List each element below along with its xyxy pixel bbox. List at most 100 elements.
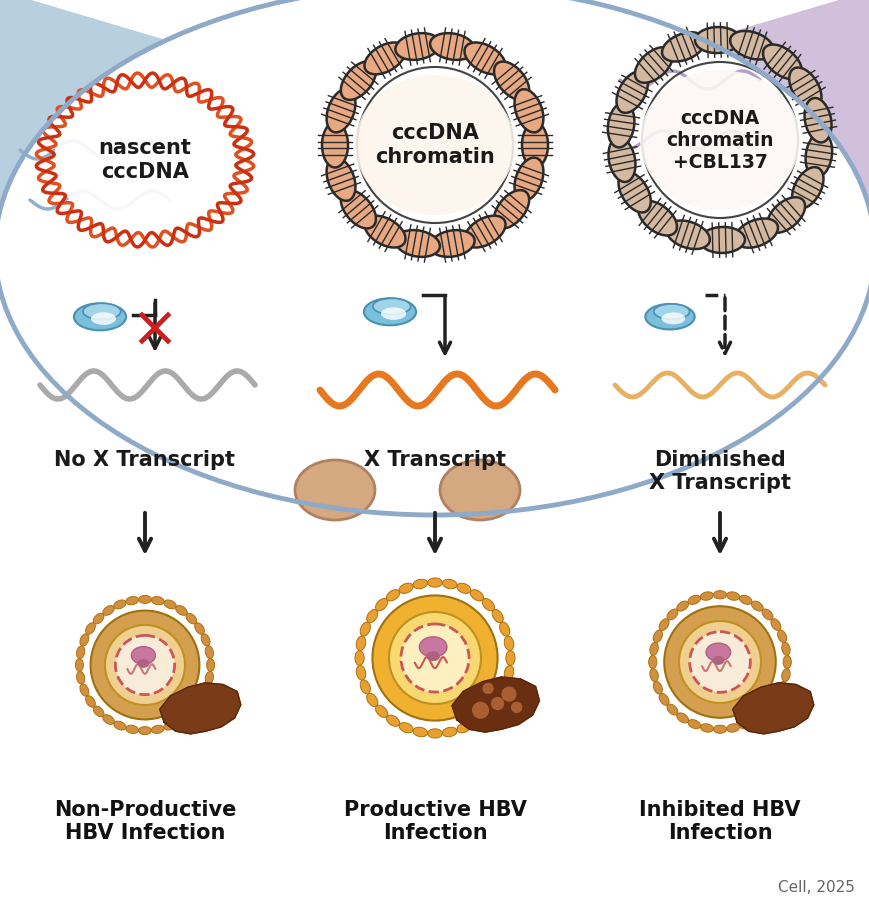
Ellipse shape: [645, 304, 693, 330]
Ellipse shape: [85, 696, 96, 707]
Text: nascent
cccDNA: nascent cccDNA: [98, 138, 191, 181]
Ellipse shape: [470, 715, 483, 726]
Ellipse shape: [770, 619, 780, 630]
Ellipse shape: [464, 216, 505, 248]
Ellipse shape: [761, 704, 773, 715]
Ellipse shape: [386, 715, 399, 726]
Ellipse shape: [440, 460, 520, 520]
Ellipse shape: [138, 596, 151, 603]
Ellipse shape: [93, 706, 103, 717]
Ellipse shape: [713, 590, 726, 599]
Ellipse shape: [649, 669, 658, 681]
Ellipse shape: [363, 298, 415, 325]
Ellipse shape: [176, 606, 187, 615]
Ellipse shape: [666, 220, 709, 249]
Ellipse shape: [373, 298, 410, 314]
Ellipse shape: [413, 727, 427, 737]
Ellipse shape: [364, 43, 405, 75]
Ellipse shape: [83, 303, 121, 320]
Ellipse shape: [712, 656, 723, 664]
Ellipse shape: [726, 723, 739, 732]
Ellipse shape: [137, 660, 149, 668]
Ellipse shape: [151, 725, 164, 733]
Ellipse shape: [442, 727, 456, 737]
Ellipse shape: [481, 705, 494, 718]
Ellipse shape: [195, 623, 204, 634]
Ellipse shape: [504, 665, 513, 680]
Ellipse shape: [428, 578, 441, 588]
Ellipse shape: [661, 32, 704, 62]
Circle shape: [90, 610, 199, 720]
Polygon shape: [452, 677, 539, 732]
Circle shape: [678, 621, 760, 703]
Ellipse shape: [694, 27, 740, 53]
Ellipse shape: [687, 595, 700, 604]
Ellipse shape: [91, 312, 116, 325]
Ellipse shape: [761, 609, 773, 619]
Circle shape: [116, 635, 175, 694]
Ellipse shape: [114, 600, 126, 609]
Bar: [289, 0, 580, 505]
Text: Productive HBV
Infection: Productive HBV Infection: [343, 800, 526, 844]
Circle shape: [105, 625, 185, 705]
Polygon shape: [732, 683, 813, 734]
Ellipse shape: [399, 583, 413, 593]
Ellipse shape: [481, 599, 494, 610]
Ellipse shape: [653, 681, 661, 694]
Ellipse shape: [770, 693, 780, 705]
Ellipse shape: [514, 158, 543, 200]
Ellipse shape: [766, 197, 804, 233]
Circle shape: [663, 606, 775, 718]
Ellipse shape: [85, 623, 96, 634]
Ellipse shape: [804, 98, 831, 142]
Ellipse shape: [659, 619, 668, 630]
Circle shape: [689, 631, 749, 692]
Text: No X Transcript: No X Transcript: [55, 450, 235, 470]
Ellipse shape: [399, 722, 413, 732]
Ellipse shape: [126, 725, 138, 733]
Ellipse shape: [360, 622, 370, 636]
Ellipse shape: [640, 70, 799, 210]
Circle shape: [490, 697, 504, 711]
Ellipse shape: [76, 646, 84, 659]
Ellipse shape: [201, 684, 209, 696]
Polygon shape: [160, 683, 241, 734]
Ellipse shape: [618, 172, 650, 212]
Bar: [0, 0, 289, 505]
Ellipse shape: [341, 62, 375, 100]
Ellipse shape: [700, 592, 713, 600]
Ellipse shape: [164, 600, 176, 609]
Text: cccDNA
chromatin: cccDNA chromatin: [375, 123, 494, 167]
Ellipse shape: [419, 637, 447, 657]
Ellipse shape: [700, 227, 744, 253]
Text: Inhibited HBV
Infection: Inhibited HBV Infection: [639, 800, 799, 844]
Ellipse shape: [131, 647, 156, 664]
Ellipse shape: [76, 671, 84, 684]
Circle shape: [401, 624, 468, 692]
Ellipse shape: [706, 643, 730, 661]
Text: Cell, 2025: Cell, 2025: [777, 880, 854, 895]
Ellipse shape: [607, 138, 634, 182]
Ellipse shape: [739, 595, 751, 604]
Ellipse shape: [667, 609, 677, 619]
Circle shape: [372, 596, 497, 721]
Text: Diminished
X Transcript: Diminished X Transcript: [648, 450, 790, 493]
Ellipse shape: [426, 651, 439, 660]
Ellipse shape: [782, 655, 791, 669]
Ellipse shape: [464, 43, 505, 75]
Ellipse shape: [395, 230, 440, 257]
Ellipse shape: [93, 613, 103, 624]
Ellipse shape: [494, 62, 528, 100]
Ellipse shape: [54, 89, 235, 231]
Ellipse shape: [729, 31, 773, 59]
Circle shape: [501, 687, 516, 701]
Ellipse shape: [751, 601, 762, 611]
Ellipse shape: [429, 33, 474, 60]
Ellipse shape: [739, 720, 751, 729]
Ellipse shape: [356, 665, 365, 680]
Ellipse shape: [499, 622, 509, 636]
Ellipse shape: [341, 190, 375, 229]
Circle shape: [510, 701, 521, 713]
Ellipse shape: [186, 706, 196, 717]
Ellipse shape: [676, 601, 687, 611]
